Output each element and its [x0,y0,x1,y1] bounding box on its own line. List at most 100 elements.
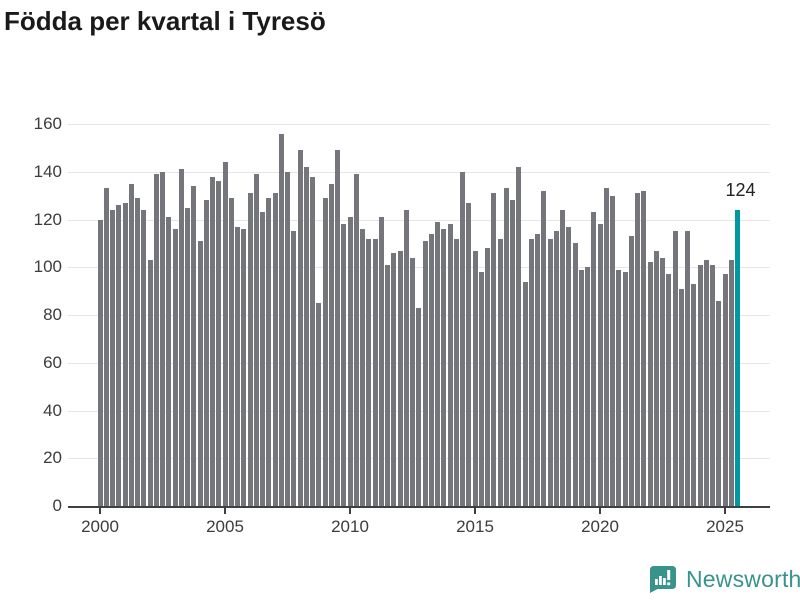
bar [110,209,115,506]
bar [691,283,697,506]
bar [410,257,415,506]
bar [428,233,434,506]
bar [491,193,497,506]
x-axis-tick [724,508,726,514]
bar [503,188,509,506]
bar [166,217,172,506]
bar [285,171,290,506]
bar [685,231,690,506]
gridline [68,124,770,125]
bar [722,274,728,506]
bar [310,176,315,506]
branding-name: Newsworthy [686,565,800,592]
bar [253,174,259,506]
bar [597,224,603,506]
gridline [68,171,770,173]
bar [422,240,428,506]
bar [547,238,553,506]
y-axis-label: 20 [43,448,62,468]
bar [647,262,653,506]
bar [222,162,228,506]
bar [160,171,165,506]
bar [697,264,703,506]
bar [360,229,365,506]
bar [616,269,622,506]
bar [197,240,203,506]
bar [553,231,559,506]
gridline [68,219,770,221]
bar [403,209,409,506]
bar [291,231,297,506]
bar [497,238,503,506]
bar [672,231,678,506]
bar [603,188,609,506]
bar [335,150,340,506]
bar [216,181,222,506]
bar [147,260,153,506]
bar [472,250,478,506]
bar [241,229,247,506]
bar [566,226,572,506]
bar [628,236,634,506]
bar [378,217,384,506]
bar [572,243,578,506]
y-axis-label: 60 [43,352,62,372]
bar [622,272,628,506]
bar [316,303,322,506]
bar [466,202,472,506]
y-axis-label: 120 [33,209,62,229]
x-axis-label: 2000 [81,517,119,536]
x-axis-label: 2020 [581,517,619,536]
bar [728,260,734,506]
bar [341,224,347,506]
bar [297,150,303,506]
highlighted-bar [735,209,740,506]
y-axis-label: 160 [33,114,62,133]
bar [610,195,615,506]
bar [560,209,565,506]
bar [191,186,197,506]
bar [116,205,122,506]
x-axis-label: 2010 [331,517,369,536]
bar [266,198,272,506]
bar [272,193,278,506]
x-axis-label: 2015 [456,517,494,536]
bar [641,190,647,506]
bar [141,209,147,506]
bar [528,238,534,506]
bar [260,212,265,506]
x-axis-tick [474,508,476,514]
bar [97,219,103,506]
bar [716,300,722,506]
x-axis-line [68,506,770,508]
x-axis-tick [224,508,226,514]
bar [678,288,684,506]
bar [516,166,522,506]
bar [397,250,403,506]
y-axis-label: 40 [43,400,62,420]
x-axis-tick [99,508,101,514]
y-axis-label: 80 [43,305,62,324]
bar [441,229,447,506]
bar [710,264,715,506]
bar [578,269,584,506]
bar [478,272,484,506]
bar [385,264,390,506]
bar [153,174,159,506]
bar [660,257,665,506]
bar [703,260,709,506]
bar [447,224,453,506]
bar [591,212,597,506]
bar [203,200,209,506]
bar [460,171,465,506]
bar [303,166,309,506]
highlight-value-label: 124 [725,179,756,200]
bar [178,169,184,506]
bar [135,198,140,506]
bar [228,198,234,506]
bar [366,238,372,506]
bar [453,238,459,506]
bar [328,183,334,506]
bar [322,198,328,506]
bar [585,267,590,506]
